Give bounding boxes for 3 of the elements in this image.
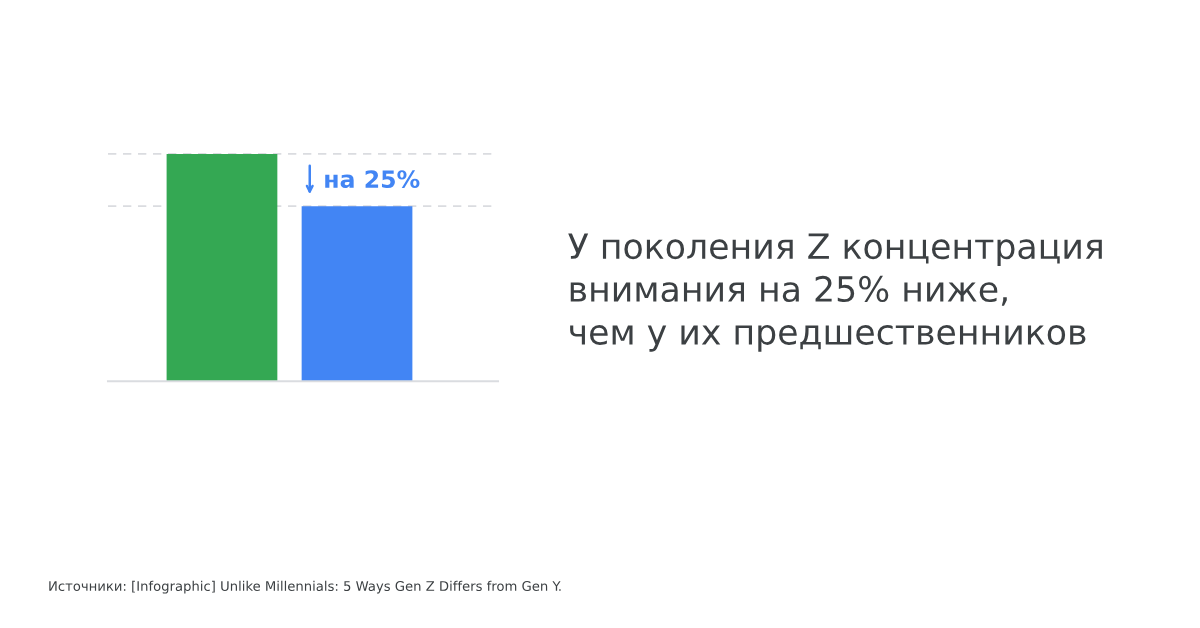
annotation: на 25% — [325, 170, 420, 189]
text: У поколения Z концентрация внимания на 25% ниже, чем у их предшественников — [568, 233, 1102, 352]
text: Источники: [Infographic] Unlike Millennials: 5 Ways Gen Z Differs from Gen Y. — [49, 580, 561, 594]
